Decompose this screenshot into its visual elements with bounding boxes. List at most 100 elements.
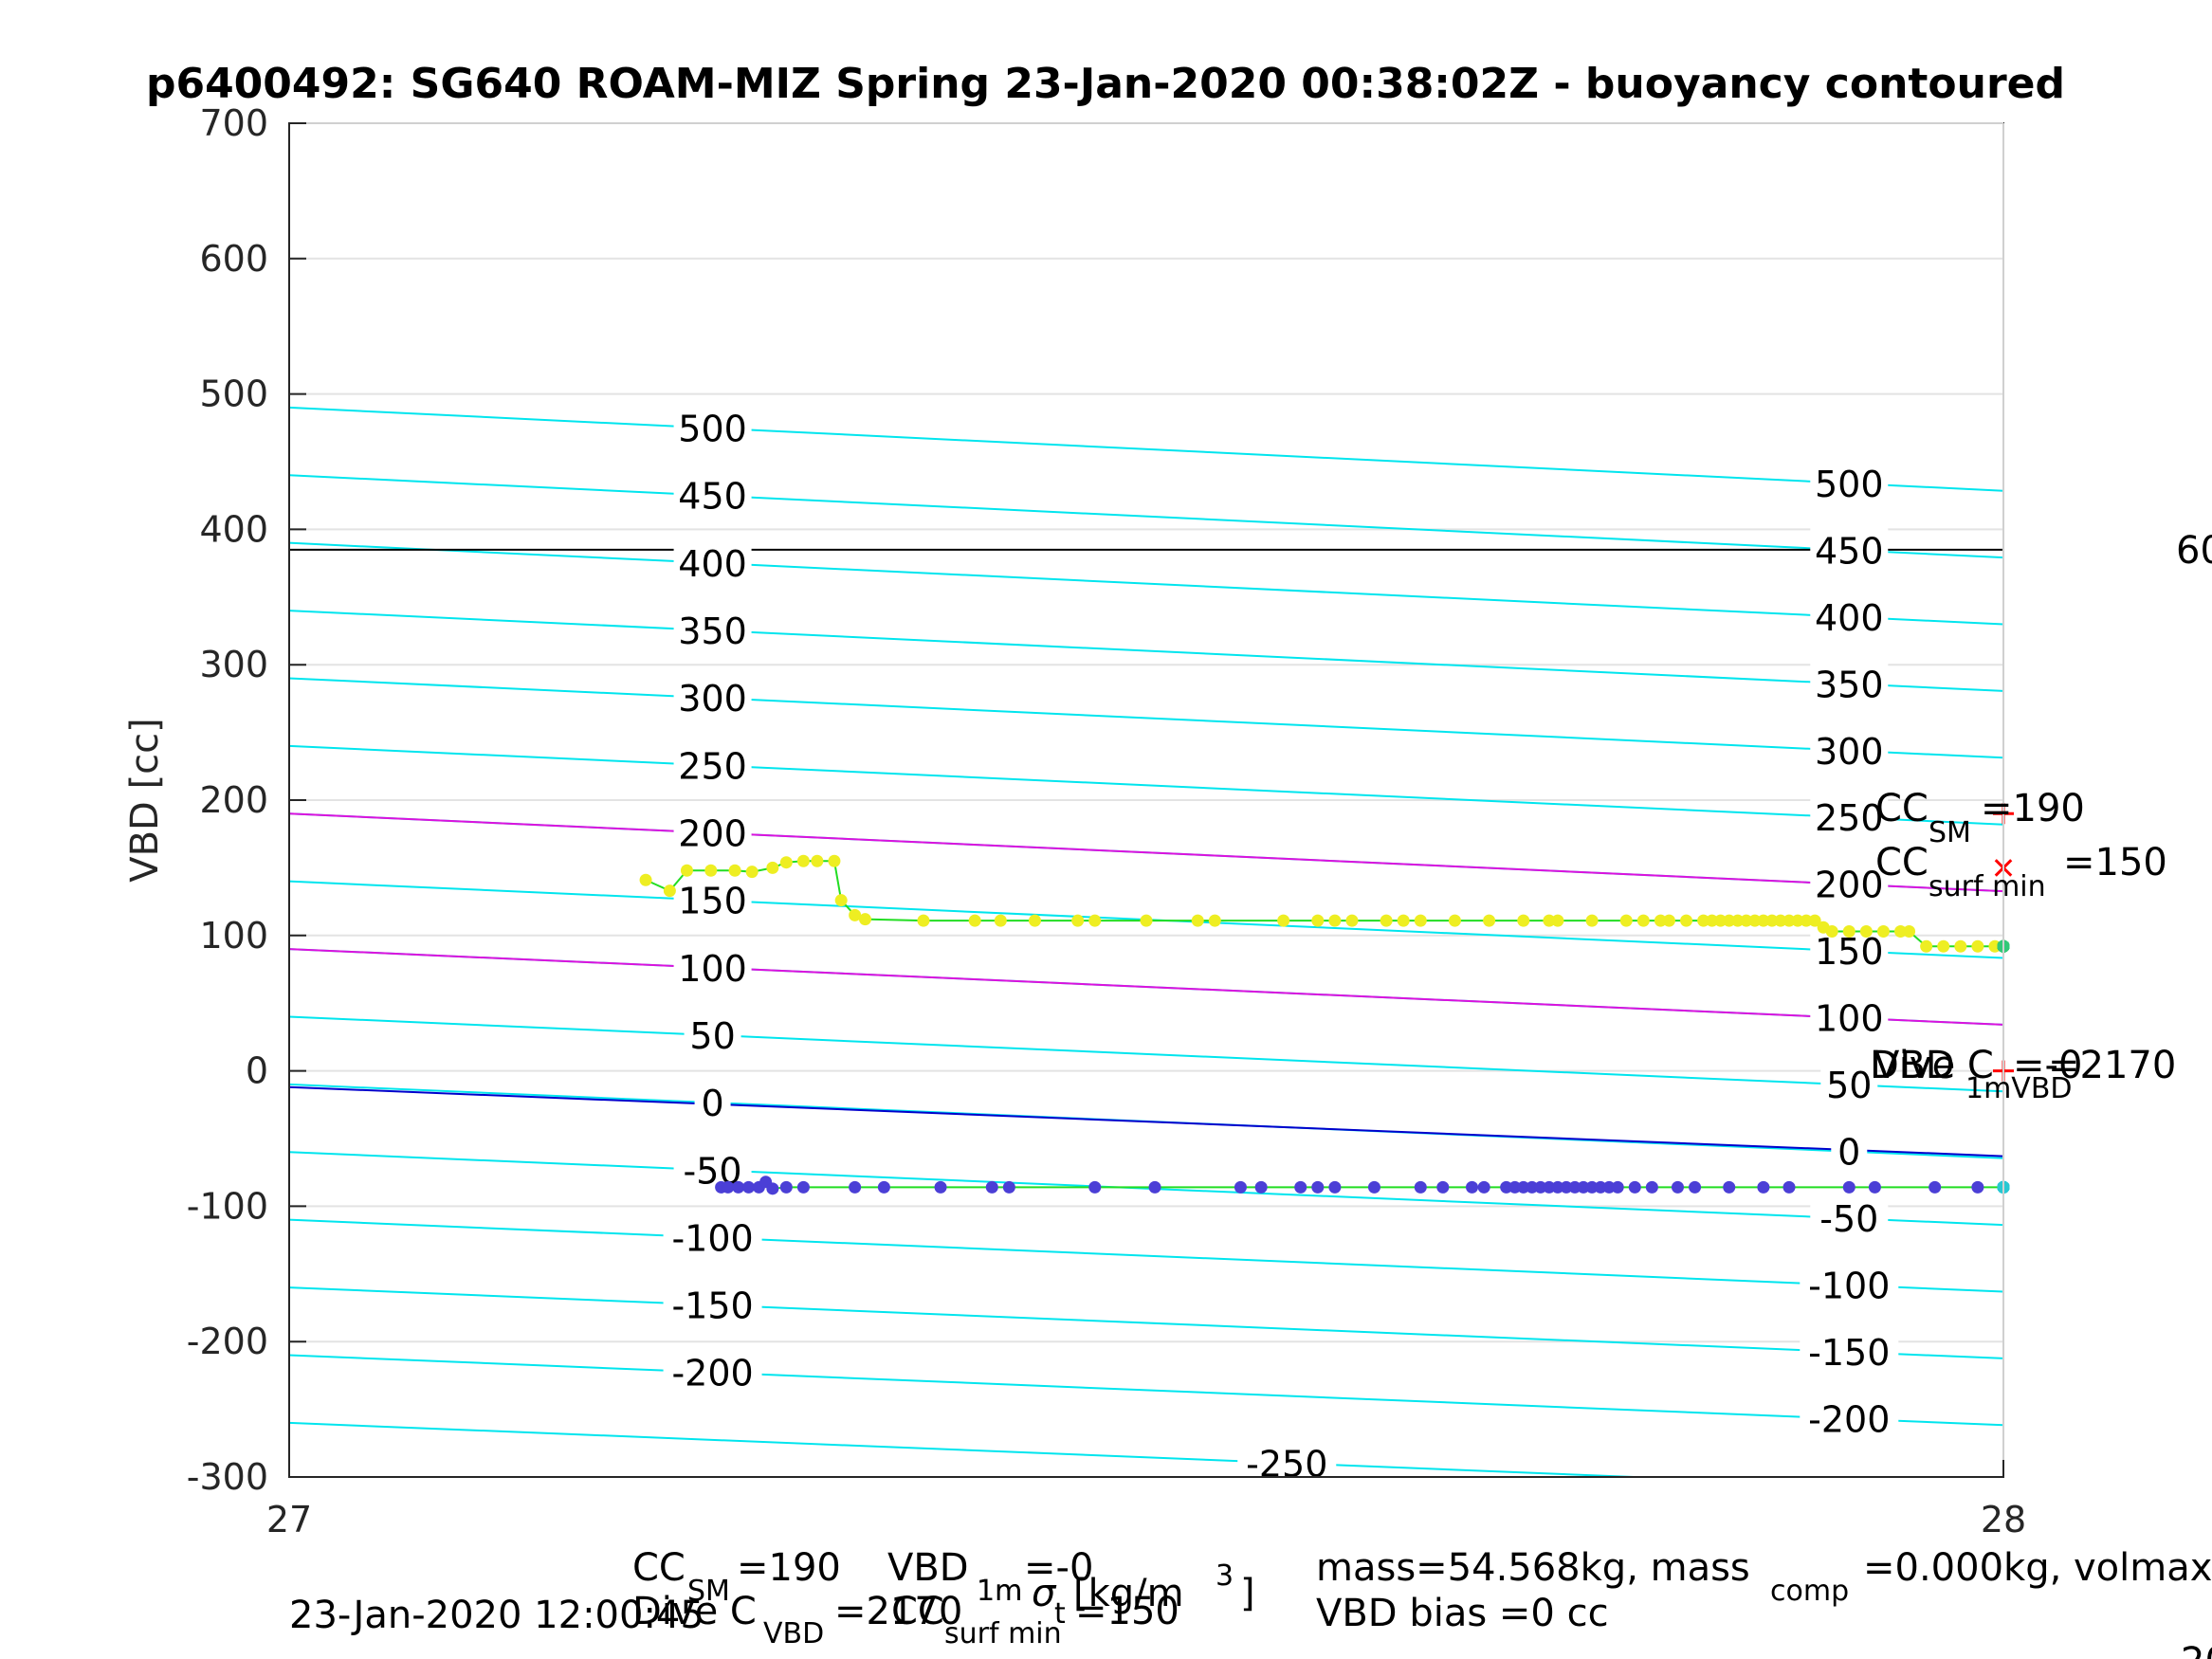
- up-cast-point: [1748, 914, 1762, 927]
- contour-label-left-bg: [663, 1282, 762, 1324]
- up-cast-point: [968, 914, 981, 927]
- down-cast-point: [1534, 1180, 1547, 1194]
- down-cast-point: [1689, 1180, 1702, 1194]
- down-cast-point: [742, 1180, 756, 1194]
- footer-dive-main: Dive C: [632, 1590, 757, 1633]
- contour-line: [288, 1421, 1635, 1478]
- up-cast-point: [1920, 939, 1933, 953]
- y-axis-label: VBD [cc]: [123, 718, 167, 883]
- up-cast-point: [1191, 914, 1204, 927]
- down-cast-point: [1671, 1180, 1684, 1194]
- contour-label-left: 150: [678, 881, 747, 922]
- up-cast-point: [1731, 914, 1745, 927]
- contour-line: [288, 1286, 2004, 1359]
- down-cast-point: [1466, 1180, 1479, 1194]
- up-cast-point: [1517, 914, 1530, 927]
- up-cast-point: [1791, 914, 1804, 927]
- up-cast-point: [1140, 914, 1153, 927]
- down-cast-point: [1842, 1180, 1856, 1194]
- contour-label-bottom-bg: [1237, 1440, 1337, 1483]
- down-cast-point: [1500, 1180, 1513, 1194]
- down-cast-point: [1594, 1180, 1607, 1194]
- y-tick-label: 100: [199, 915, 268, 957]
- up-cast-point: [1088, 914, 1102, 927]
- footer-cc-sm-main: CC: [632, 1546, 686, 1590]
- annotation-vbd-overlap: Dive C VBD 1mVBD =-0 =2170: [1870, 1044, 2176, 1105]
- up-cast-point: [1636, 914, 1650, 927]
- footer-vbd-value: =-0: [1024, 1546, 1093, 1590]
- up-cast-point: [1543, 914, 1556, 927]
- y-tick-label: 700: [199, 102, 268, 144]
- contour-label-left: 350: [678, 611, 747, 652]
- down-cast-point: [1254, 1180, 1268, 1194]
- y-tick-label: -300: [187, 1456, 268, 1498]
- annotation-cc-surf-value: =150: [2063, 841, 2167, 884]
- contour-label-left-bg: [663, 1214, 762, 1257]
- up-cast-point: [1380, 914, 1393, 927]
- down-cast-point: [1551, 1180, 1564, 1194]
- down-cast-point: [1526, 1180, 1539, 1194]
- down-cast-point: [1723, 1180, 1736, 1194]
- contour-label-right: 500: [1815, 464, 1884, 505]
- up-cast-point: [766, 861, 779, 874]
- down-cast-point: [796, 1180, 810, 1194]
- contour-label-right: -50: [1819, 1198, 1878, 1240]
- annotation-cc-surf-min: CC surf min =150: [1875, 841, 2167, 903]
- contour-label-right: 150: [1815, 931, 1884, 973]
- footer-vbd-main: VBD: [887, 1546, 969, 1590]
- contour-label-right: 0: [1837, 1132, 1860, 1174]
- down-cast-point: [849, 1180, 862, 1194]
- footer-cc-surf-main: CC: [891, 1590, 944, 1633]
- down-cast-point: [1929, 1180, 1942, 1194]
- contour-label-left: 400: [678, 543, 747, 585]
- up-cast-point: [1619, 914, 1633, 927]
- up-cast-point: [917, 914, 930, 927]
- down-cast-point: [1148, 1180, 1161, 1194]
- up-cast-point: [834, 894, 848, 907]
- down-cast-point: [1517, 1180, 1530, 1194]
- x-tick-label: 27: [266, 1499, 312, 1540]
- up-cast-point: [1876, 925, 1890, 939]
- down-cast-point: [1367, 1180, 1380, 1194]
- down-cast-point: [1971, 1180, 1984, 1194]
- down-cast-point: [779, 1180, 793, 1194]
- contour-label-bottom: -250: [1246, 1443, 1327, 1485]
- up-cast-point: [1277, 914, 1290, 927]
- down-cast-point: [1782, 1180, 1796, 1194]
- annotation-cc-sm-sub: SM: [1929, 816, 1971, 849]
- annotation-vbd-value: =-0: [2013, 1044, 2082, 1087]
- up-cast-point: [1808, 914, 1821, 927]
- density-line-label: 60: [2176, 529, 2212, 573]
- up-cast-point: [1971, 939, 1984, 953]
- down-cast-point: [1585, 1180, 1599, 1194]
- up-cast-point: [1842, 925, 1856, 939]
- down-cast-point: [1560, 1180, 1573, 1194]
- contour-label-right-bg: [1810, 460, 1889, 502]
- contour-label-right-bg: [1810, 661, 1889, 703]
- contour-label-right-bg: [1800, 1395, 1899, 1438]
- contour-label-right-bg: [1810, 994, 1889, 1037]
- up-cast-point: [1988, 939, 2002, 953]
- y-tick-label: 300: [199, 644, 268, 685]
- contour-label-right-bg: [1810, 593, 1889, 636]
- up-cast-point: [1483, 914, 1496, 927]
- down-cast-point: [732, 1180, 745, 1194]
- footer-right-edge-number: 20: [2181, 1640, 2212, 1659]
- down-cast-point: [985, 1180, 998, 1194]
- up-cast-point: [1903, 925, 1916, 939]
- footer-cc-sm-value: =190: [737, 1546, 841, 1590]
- x-axis-label-sigma: σ: [1032, 1572, 1057, 1615]
- up-cast-point: [1585, 914, 1599, 927]
- contour-label-left: 200: [678, 812, 747, 854]
- down-cast-point: [934, 1180, 947, 1194]
- down-cast-point: [1234, 1180, 1247, 1194]
- up-cast-point: [1654, 914, 1667, 927]
- down-cast-point: [1577, 1180, 1590, 1194]
- contour-label-right: 200: [1815, 865, 1884, 906]
- contour-line: [288, 406, 2004, 492]
- down-cast-point: [1436, 1180, 1450, 1194]
- chart-title: p6400492: SG640 ROAM-MIZ Spring 23-Jan-2…: [146, 60, 2065, 108]
- contour-label-left: 450: [678, 476, 747, 518]
- x-axis-label-prefix: 1m: [977, 1575, 1022, 1608]
